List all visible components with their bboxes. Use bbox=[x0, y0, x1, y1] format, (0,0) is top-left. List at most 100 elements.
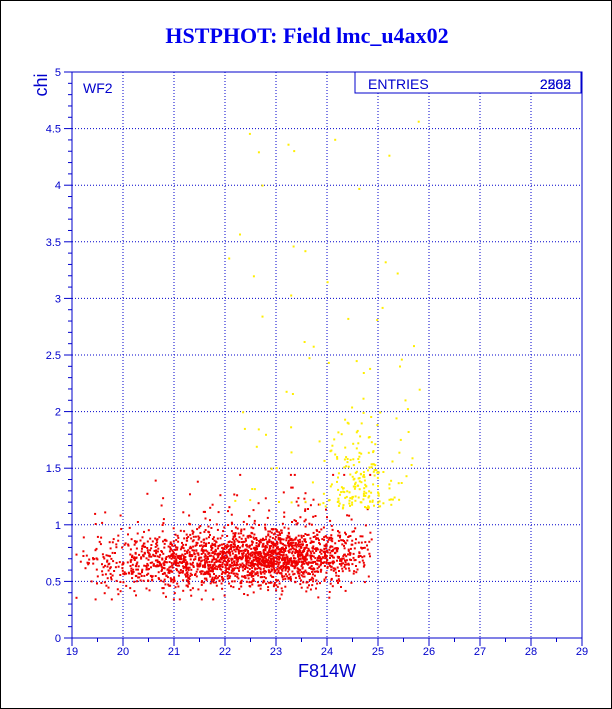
data-point bbox=[370, 441, 373, 444]
data-point bbox=[319, 551, 322, 554]
data-point bbox=[355, 431, 358, 434]
data-point bbox=[281, 569, 284, 571]
data-point bbox=[310, 578, 312, 581]
data-point bbox=[204, 510, 206, 513]
data-point bbox=[106, 577, 109, 580]
y-tick-label: 2.5 bbox=[46, 350, 61, 362]
data-point bbox=[330, 534, 333, 537]
data-point bbox=[267, 530, 270, 533]
data-point bbox=[189, 572, 192, 575]
data-point bbox=[320, 552, 323, 555]
data-point bbox=[269, 530, 272, 533]
data-point bbox=[143, 530, 145, 533]
data-point bbox=[181, 560, 184, 563]
data-point bbox=[167, 555, 170, 558]
data-point bbox=[304, 492, 307, 495]
data-point bbox=[228, 257, 231, 260]
data-point bbox=[316, 570, 319, 573]
data-point bbox=[257, 543, 260, 546]
data-point bbox=[295, 520, 297, 523]
data-point bbox=[182, 554, 185, 557]
data-point bbox=[365, 492, 368, 495]
data-point bbox=[353, 487, 356, 490]
data-point bbox=[364, 494, 367, 497]
data-point bbox=[130, 538, 133, 541]
data-point bbox=[236, 575, 239, 578]
data-point bbox=[213, 539, 216, 542]
data-point bbox=[253, 563, 256, 566]
data-point bbox=[336, 550, 339, 553]
data-point bbox=[227, 510, 229, 513]
data-point bbox=[255, 539, 258, 541]
data-point bbox=[211, 538, 214, 540]
data-point bbox=[349, 535, 352, 537]
data-point bbox=[329, 519, 332, 522]
data-point bbox=[319, 548, 322, 551]
data-point bbox=[342, 490, 345, 493]
data-point bbox=[279, 541, 282, 544]
data-point bbox=[176, 564, 179, 567]
data-point bbox=[194, 555, 197, 558]
data-point bbox=[277, 561, 280, 564]
data-point bbox=[204, 517, 207, 520]
data-point bbox=[304, 508, 307, 511]
data-point bbox=[343, 544, 345, 547]
data-point bbox=[121, 546, 124, 549]
data-point bbox=[154, 479, 157, 482]
data-point bbox=[348, 499, 351, 502]
data-point bbox=[252, 575, 255, 577]
data-point bbox=[390, 498, 393, 501]
data-point bbox=[178, 572, 181, 574]
data-point bbox=[326, 516, 328, 519]
data-point bbox=[272, 546, 275, 549]
data-point bbox=[312, 573, 314, 576]
data-point bbox=[256, 572, 259, 575]
data-point bbox=[221, 555, 224, 557]
data-point bbox=[354, 542, 357, 545]
data-point bbox=[240, 585, 243, 588]
data-point bbox=[231, 522, 234, 525]
data-point bbox=[180, 554, 182, 557]
data-point bbox=[284, 585, 287, 588]
data-point bbox=[359, 473, 362, 476]
data-point bbox=[367, 451, 370, 454]
data-point bbox=[301, 540, 304, 543]
data-point bbox=[328, 591, 331, 593]
data-point bbox=[296, 522, 299, 525]
data-point bbox=[287, 577, 290, 580]
data-point bbox=[201, 564, 204, 567]
data-point bbox=[334, 552, 336, 555]
data-point bbox=[388, 483, 391, 486]
data-point bbox=[226, 561, 229, 564]
data-point bbox=[290, 426, 293, 429]
data-point bbox=[116, 588, 119, 591]
data-point bbox=[109, 566, 112, 569]
data-point bbox=[343, 491, 346, 494]
data-point bbox=[309, 588, 312, 591]
data-point bbox=[175, 546, 178, 549]
data-point bbox=[257, 556, 259, 559]
data-point bbox=[230, 513, 233, 516]
data-point bbox=[413, 345, 415, 348]
data-point bbox=[183, 537, 186, 540]
data-point bbox=[293, 150, 296, 153]
data-point bbox=[284, 561, 287, 564]
data-point bbox=[393, 496, 396, 499]
data-point bbox=[171, 544, 174, 547]
data-point bbox=[329, 551, 332, 554]
data-point bbox=[233, 555, 236, 558]
data-point bbox=[163, 542, 166, 545]
data-point bbox=[171, 578, 174, 581]
data-point bbox=[162, 580, 165, 583]
data-point bbox=[276, 547, 279, 550]
data-point bbox=[272, 576, 275, 578]
data-point bbox=[295, 500, 298, 503]
data-point bbox=[240, 558, 243, 561]
data-point bbox=[326, 536, 329, 539]
data-point bbox=[157, 571, 160, 574]
data-point bbox=[276, 546, 279, 549]
data-point bbox=[249, 585, 252, 588]
data-point bbox=[196, 562, 199, 565]
data-point bbox=[264, 559, 267, 562]
data-point bbox=[337, 539, 340, 542]
